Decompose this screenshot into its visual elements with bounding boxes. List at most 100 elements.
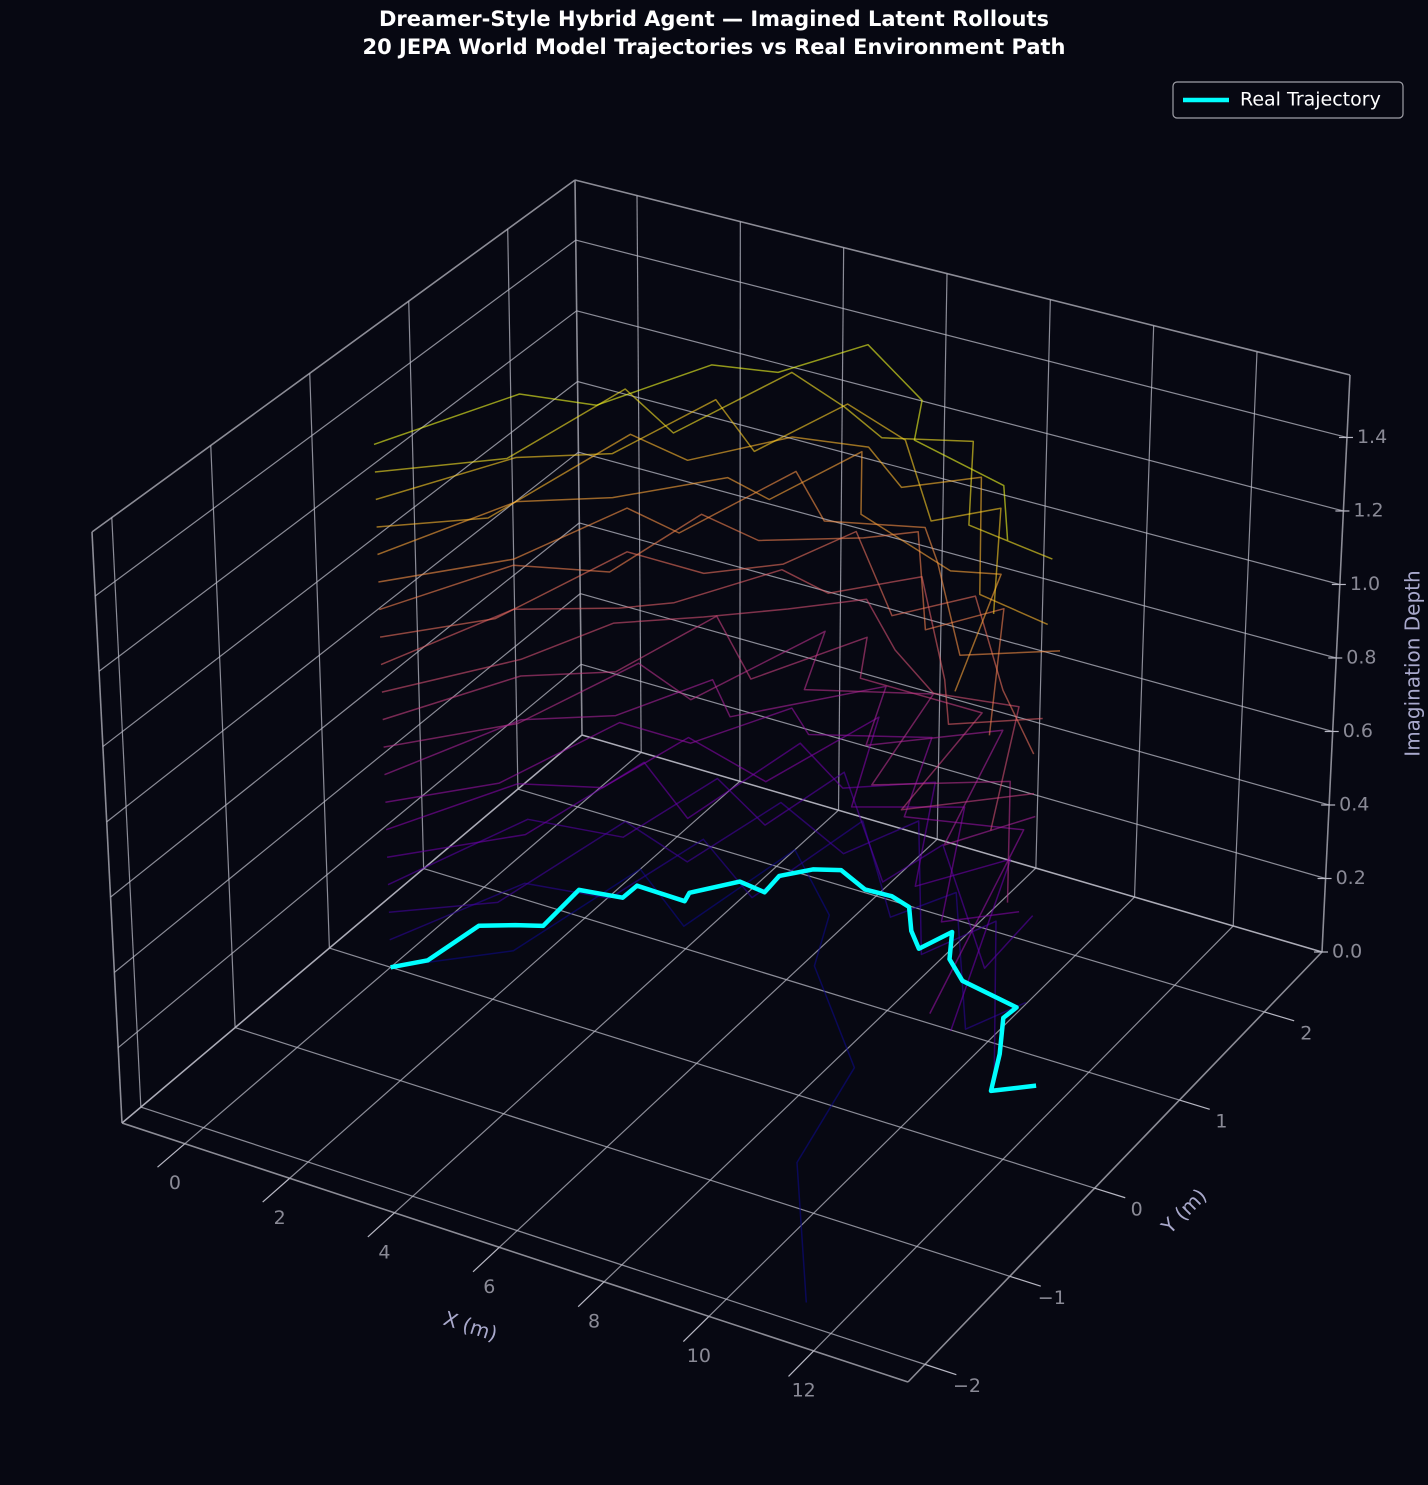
grid-line [1133, 325, 1155, 898]
rollout-line [387, 771, 1034, 969]
rollout-line [389, 820, 1027, 1030]
real-trajectory-line [390, 867, 1037, 1094]
x-tick-mark [157, 1143, 186, 1168]
rollout-line [378, 513, 1005, 736]
grid-line [1232, 351, 1258, 926]
grid-line [577, 380, 1340, 586]
grid-line [507, 229, 519, 790]
pane-edge [121, 1122, 909, 1383]
x-tick-mark [682, 1315, 710, 1342]
rollout-line [385, 707, 1025, 1014]
x-tick-label: 12 [792, 1379, 816, 1401]
legend-label: Real Trajectory [1240, 89, 1381, 111]
grid-line [110, 522, 580, 898]
chart-subtitle: 20 JEPA World Model Trajectories vs Real… [363, 35, 1066, 59]
x-tick-label: 6 [483, 1276, 495, 1298]
grid-line [498, 838, 938, 1248]
y-tick-mark [1009, 1275, 1041, 1287]
rollout-line [376, 433, 1049, 626]
pane-edge [91, 179, 576, 533]
grid-line [813, 925, 1234, 1352]
grid-line [329, 947, 1095, 1189]
y-tick-label: −2 [953, 1375, 981, 1397]
y-tick-label: 2 [1300, 1022, 1312, 1044]
rollout-line [383, 630, 1011, 903]
grid-line [309, 373, 330, 949]
grid-line [408, 301, 425, 869]
pane-edge [907, 951, 1323, 1383]
grid-line [210, 445, 236, 1028]
z-axis-label: Imagination Depth [1401, 570, 1425, 756]
y-tick-label: −1 [1038, 1287, 1066, 1309]
grid-line [117, 663, 582, 1049]
grid-line [98, 310, 578, 672]
grid-line [394, 809, 839, 1214]
z-tick-label: 1.2 [1353, 499, 1383, 521]
grid-line [121, 734, 583, 1124]
rollout-line [385, 716, 1020, 923]
grid-line [579, 522, 1333, 733]
grid-line [837, 247, 845, 811]
grid-line [580, 593, 1330, 806]
rollout-line [384, 678, 1036, 846]
y-tick-mark [1094, 1187, 1126, 1199]
x-tick-mark [788, 1350, 815, 1377]
pane-edge [91, 531, 123, 1124]
rollout-line [374, 371, 1053, 560]
z-tick-label: 0.8 [1346, 646, 1376, 668]
z-tick-label: 1.0 [1350, 573, 1380, 595]
rollout-line [380, 568, 1043, 726]
x-tick-label: 2 [274, 1207, 286, 1229]
grid-line [575, 239, 1348, 439]
y-tick-label: 0 [1131, 1199, 1143, 1221]
legend-box [1172, 81, 1404, 119]
rollout-line [373, 343, 1009, 541]
grid-line [576, 310, 1344, 512]
x-tick-label: 8 [588, 1310, 600, 1332]
grid-line [581, 734, 1323, 953]
x-tick-label: 0 [169, 1172, 181, 1194]
rollout-line [386, 742, 1012, 1032]
z-tick-label: 0.4 [1339, 793, 1369, 815]
pane-edge [574, 179, 1351, 376]
z-tick-label: 0.6 [1343, 720, 1373, 742]
chart-title: Dreamer-Style Hybrid Agent — Imagined La… [379, 7, 1049, 31]
grid-line [106, 451, 579, 823]
grid-line [578, 451, 1337, 659]
pane-edge [1321, 374, 1351, 953]
rollout-line [382, 615, 1035, 811]
x-tick-label: 4 [378, 1241, 390, 1263]
y-tick-mark [1264, 1011, 1295, 1022]
grid-line [102, 381, 578, 748]
y-tick-mark [1179, 1099, 1210, 1110]
grid-line [184, 751, 642, 1145]
pane-edge [574, 179, 583, 736]
rollout-line [377, 450, 1002, 692]
z-tick-label: 1.4 [1357, 426, 1387, 448]
grid-line [140, 1106, 926, 1365]
grid-line [234, 1027, 1010, 1277]
rollout-line [375, 398, 1002, 614]
grid-line [113, 593, 581, 973]
grid-line [517, 788, 1265, 1013]
grid-line [636, 195, 642, 753]
rollout-line [390, 849, 856, 1303]
rollout-line [388, 801, 997, 1078]
rollout-line [379, 530, 1035, 755]
grid-line [94, 239, 577, 597]
grid-line [603, 867, 1037, 1283]
y-tick-mark [924, 1363, 957, 1376]
grid-line [1035, 299, 1051, 869]
x-tick-mark [472, 1246, 500, 1273]
y-tick-label: 1 [1215, 1111, 1227, 1133]
grid-line [936, 273, 948, 840]
rollout-line [378, 470, 1061, 656]
x-tick-mark [577, 1281, 605, 1308]
grid-line [423, 868, 1180, 1101]
grid-line [580, 663, 1326, 880]
z-tick-label: 0.2 [1336, 867, 1366, 889]
rollout-line [381, 598, 1020, 831]
x-tick-mark [367, 1212, 395, 1238]
